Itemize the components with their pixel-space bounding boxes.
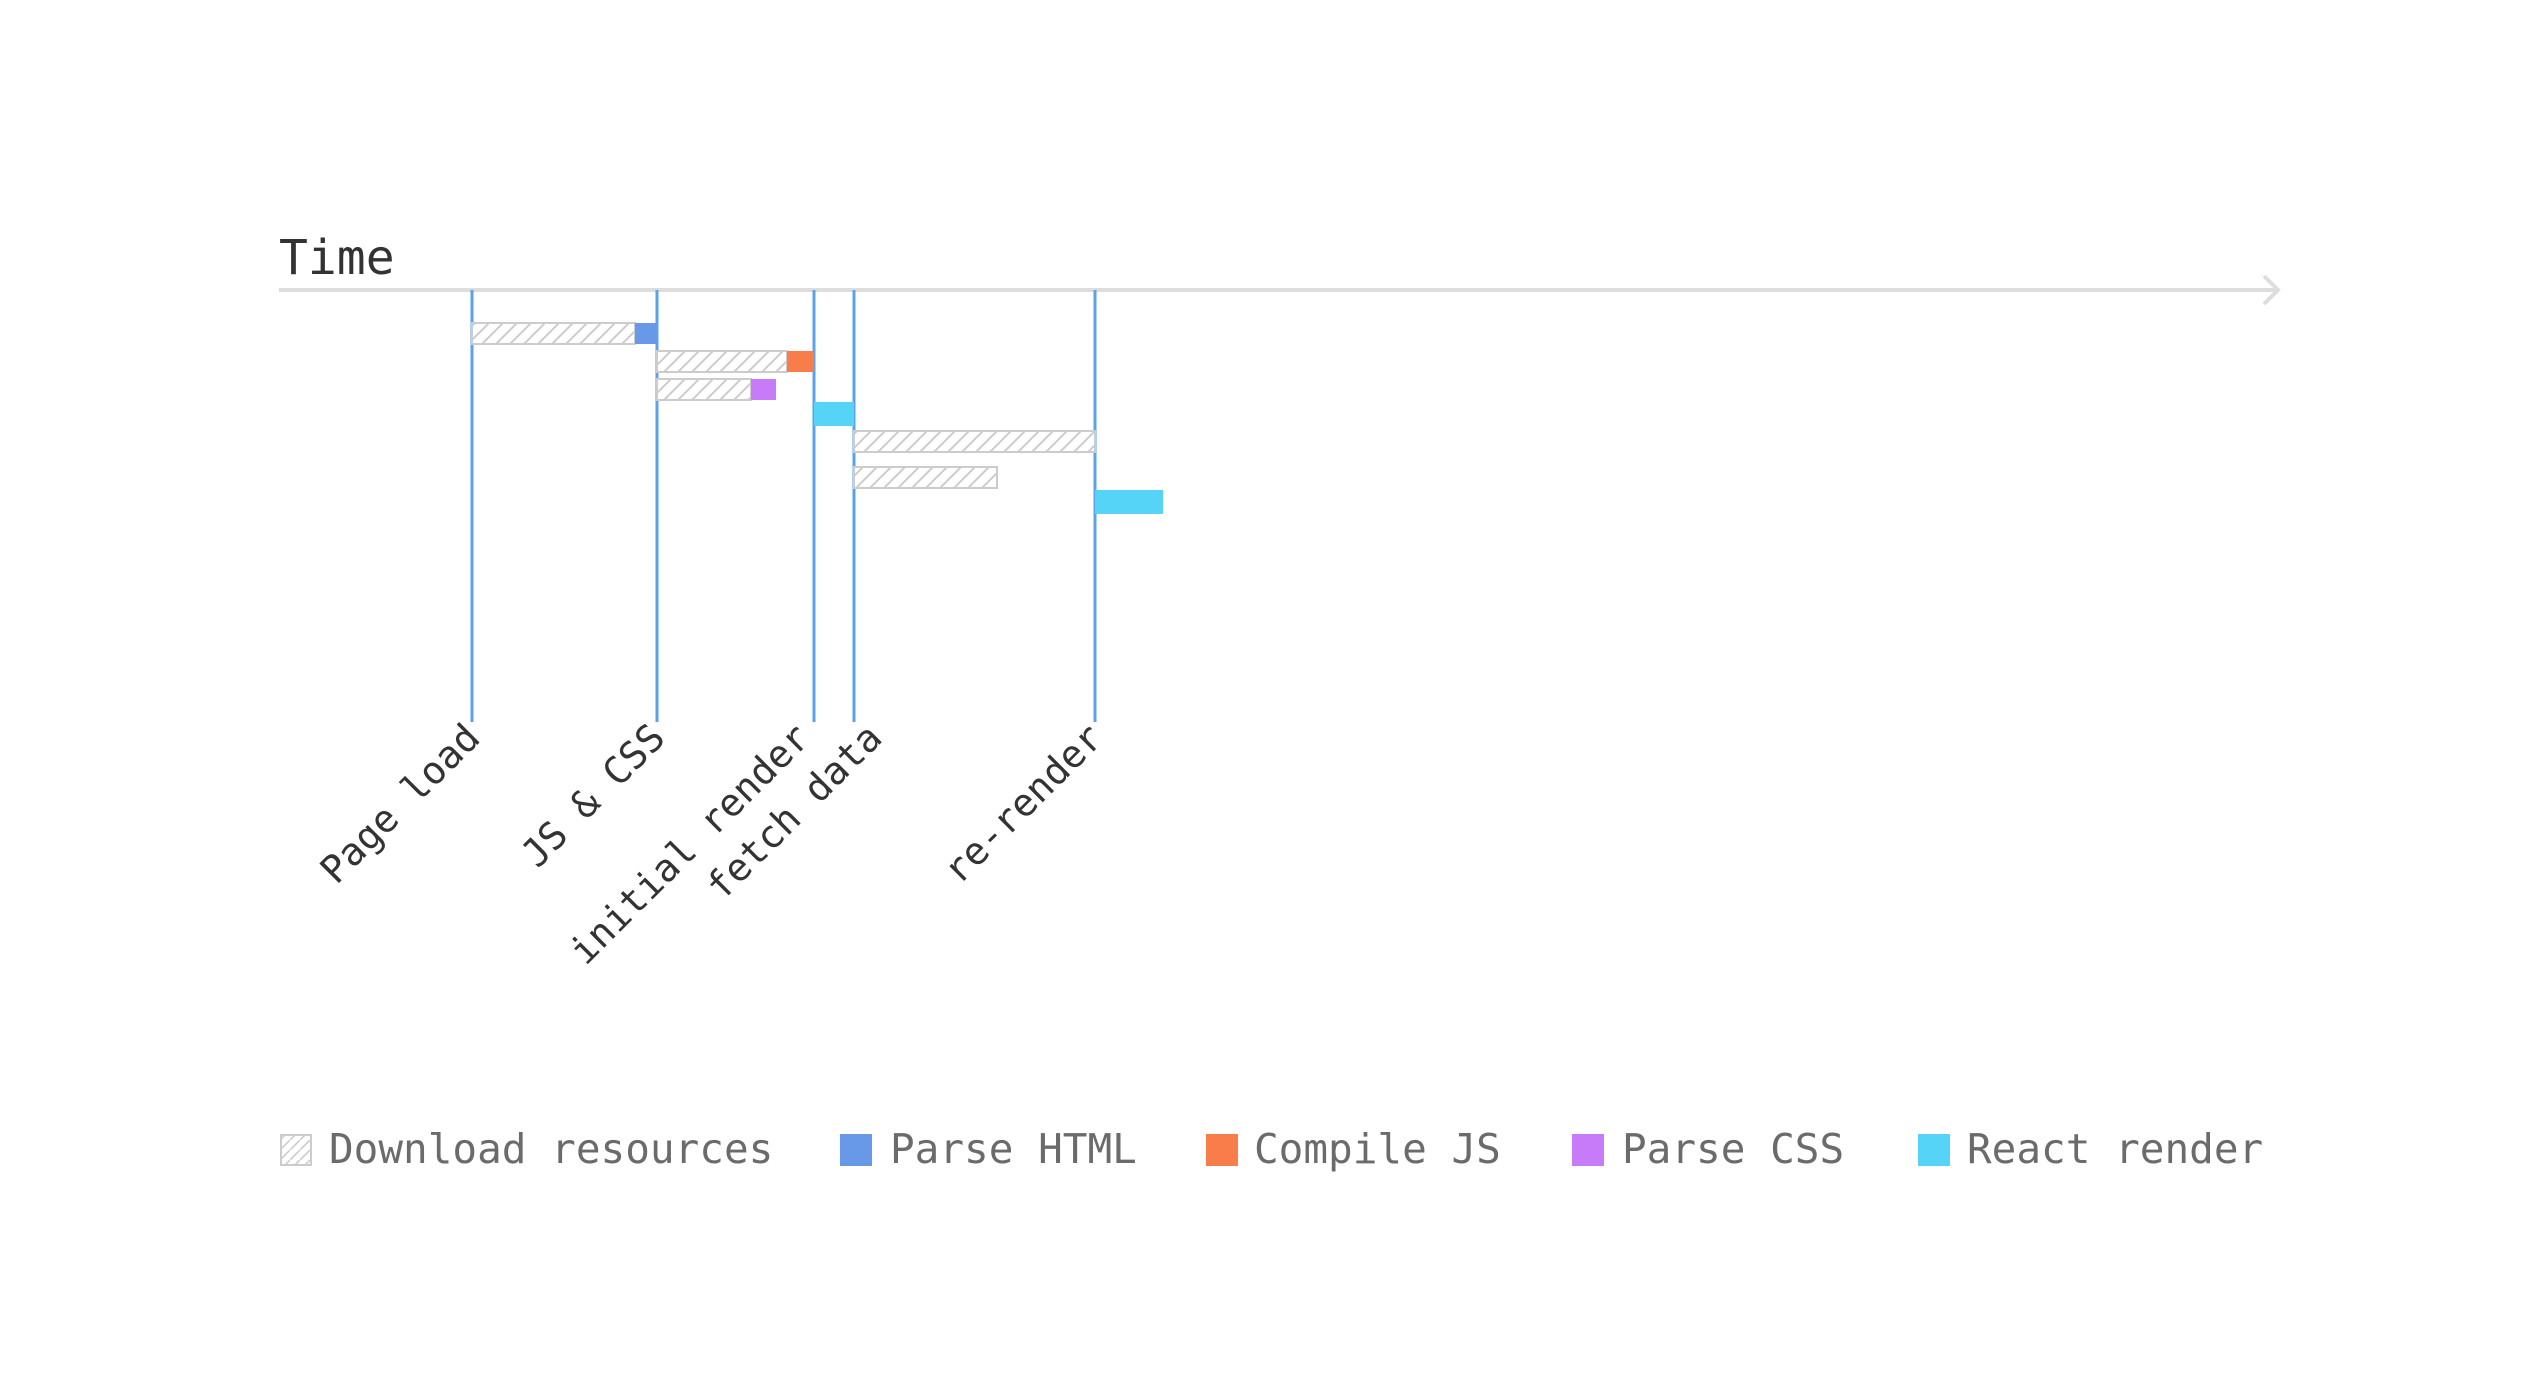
milestone-label-js-css: JS & CSS <box>513 715 674 876</box>
download-html-bar <box>471 322 636 345</box>
legend-swatch-parse-html <box>840 1134 872 1166</box>
parse-css-bar <box>751 379 776 400</box>
legend-swatch-download <box>280 1134 312 1166</box>
initial-react-render-bar <box>814 402 854 426</box>
time-axis-arrowhead <box>2262 274 2281 306</box>
legend-label-parse-html: Parse HTML <box>890 1125 1137 1173</box>
legend-label-compile-js: Compile JS <box>1254 1125 1501 1173</box>
legend-swatch-parse-css <box>1572 1134 1604 1166</box>
re-render-react-bar <box>1095 490 1163 514</box>
legend: Download resources Parse HTML Compile JS… <box>280 1125 2263 1173</box>
download-css-bar <box>656 378 752 401</box>
download-data-bar-1 <box>853 430 1096 453</box>
legend-swatch-compile-js <box>1206 1134 1238 1166</box>
milestone-label-re-render: re-render <box>935 715 1112 892</box>
download-data-bar-2 <box>853 466 998 489</box>
compile-js-bar <box>787 351 814 372</box>
legend-label-download: Download resources <box>329 1125 773 1173</box>
legend-label-parse-css: Parse CSS <box>1622 1125 1844 1173</box>
time-axis-label: Time <box>279 230 395 286</box>
milestone-label-page-load: Page load <box>312 715 489 892</box>
legend-swatch-react-render <box>1918 1134 1950 1166</box>
download-js-bar <box>656 350 788 373</box>
parse-html-bar <box>635 323 657 344</box>
legend-label-react-render: React render <box>1967 1125 2263 1173</box>
